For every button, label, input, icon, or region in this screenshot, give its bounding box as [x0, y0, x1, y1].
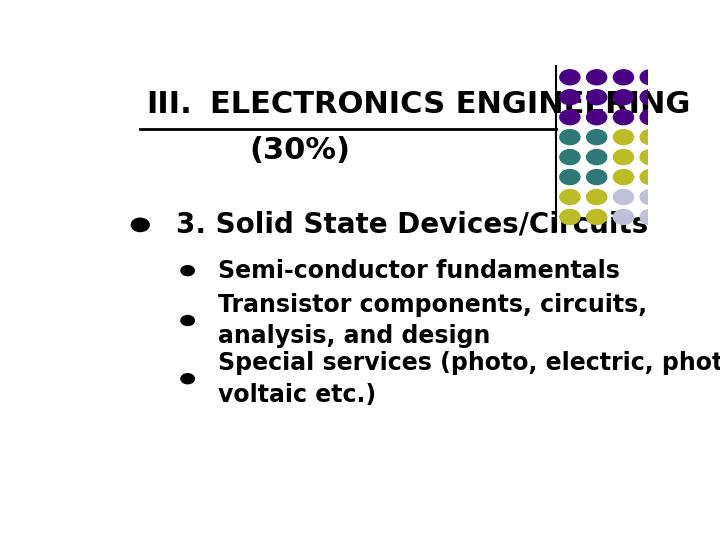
- Circle shape: [640, 70, 660, 85]
- Circle shape: [587, 90, 607, 105]
- Circle shape: [613, 150, 634, 165]
- Circle shape: [560, 70, 580, 85]
- Circle shape: [613, 170, 634, 185]
- Text: (30%): (30%): [249, 136, 350, 165]
- Circle shape: [640, 170, 660, 185]
- Circle shape: [587, 130, 607, 145]
- Circle shape: [587, 70, 607, 85]
- Circle shape: [587, 110, 607, 125]
- Text: Special services (photo, electric, photo
voltaic etc.): Special services (photo, electric, photo…: [218, 351, 720, 407]
- Text: ELECTRONICS ENGINEERING: ELECTRONICS ENGINEERING: [210, 90, 690, 119]
- Circle shape: [640, 210, 660, 225]
- Circle shape: [181, 266, 194, 275]
- Circle shape: [560, 210, 580, 225]
- Circle shape: [613, 190, 634, 205]
- Circle shape: [587, 150, 607, 165]
- Circle shape: [587, 210, 607, 225]
- Circle shape: [131, 218, 149, 232]
- Circle shape: [560, 190, 580, 205]
- Circle shape: [587, 170, 607, 185]
- Text: Transistor components, circuits,
analysis, and design: Transistor components, circuits, analysi…: [218, 293, 647, 348]
- Circle shape: [587, 190, 607, 205]
- Circle shape: [560, 90, 580, 105]
- Circle shape: [560, 110, 580, 125]
- Circle shape: [181, 374, 194, 384]
- Text: 3. Solid State Devices/Circuits: 3. Solid State Devices/Circuits: [176, 211, 649, 239]
- Circle shape: [181, 315, 194, 326]
- Circle shape: [640, 150, 660, 165]
- Circle shape: [613, 70, 634, 85]
- Circle shape: [640, 90, 660, 105]
- Circle shape: [560, 150, 580, 165]
- Circle shape: [560, 170, 580, 185]
- Circle shape: [640, 190, 660, 205]
- Circle shape: [640, 130, 660, 145]
- Circle shape: [560, 130, 580, 145]
- Circle shape: [640, 110, 660, 125]
- Circle shape: [613, 110, 634, 125]
- Text: III.: III.: [145, 90, 192, 119]
- Text: Semi-conductor fundamentals: Semi-conductor fundamentals: [218, 259, 620, 282]
- Circle shape: [613, 90, 634, 105]
- Circle shape: [613, 210, 634, 225]
- Circle shape: [613, 130, 634, 145]
